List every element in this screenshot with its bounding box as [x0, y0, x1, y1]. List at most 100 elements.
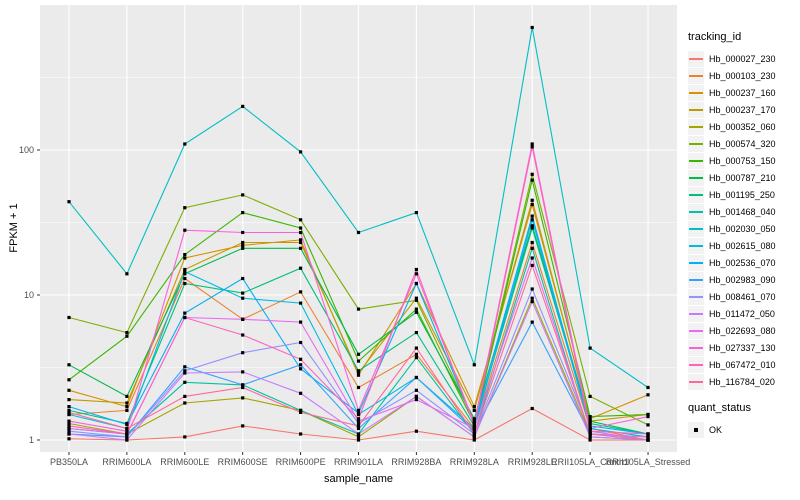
legend-item-Hb_027337_130: Hb_027337_130 — [688, 339, 798, 356]
legend-key-swatch — [688, 203, 704, 220]
legend-item-label: Hb_011472_050 — [709, 308, 775, 319]
legend-item-label: Hb_002983_090 — [709, 274, 776, 285]
legend-key-swatch — [688, 254, 704, 271]
legend-item-Hb_008461_070: Hb_008461_070 — [688, 288, 798, 305]
legend-key-swatch — [688, 135, 704, 152]
legend-line-icon — [689, 346, 703, 349]
legend-item-label: Hb_000352_060 — [709, 121, 776, 132]
legend-item-Hb_000574_320: Hb_000574_320 — [688, 135, 798, 152]
legend-line-icon — [689, 159, 703, 162]
legend-quant-title: quant_status — [688, 402, 751, 414]
svg-text:RRIM600PE: RRIM600PE — [276, 457, 326, 467]
legend-line-icon — [689, 380, 703, 383]
legend-item-Hb_011472_050: Hb_011472_050 — [688, 305, 798, 322]
legend-key-swatch — [688, 186, 704, 203]
legend-line-icon — [689, 108, 703, 111]
legend-key-swatch — [688, 152, 704, 169]
legend-item-Hb_002983_090: Hb_002983_090 — [688, 271, 798, 288]
legend-line-icon — [689, 74, 703, 77]
legend-item-label: Hb_008461_070 — [709, 291, 776, 302]
legend-key-swatch — [688, 220, 704, 237]
legend-item-label: Hb_002615_080 — [709, 240, 776, 251]
legend-key-swatch — [688, 50, 704, 67]
legend-item-label: Hb_002030_050 — [709, 223, 776, 234]
y-axis-title: FPKM + 1 — [8, 203, 20, 253]
legend-item-Hb_002030_050: Hb_002030_050 — [688, 220, 798, 237]
legend-line-icon — [689, 193, 703, 196]
legend-line-icon — [689, 227, 703, 230]
legend-key-swatch — [688, 84, 704, 101]
legend-key-swatch — [688, 339, 704, 356]
legend-line-icon — [689, 329, 703, 332]
y-axis-labels: 1 10 100 — [19, 145, 34, 445]
legend-line-icon — [689, 244, 703, 247]
legend-item-label: Hb_067472_010 — [709, 359, 776, 370]
svg-text:RRIM600LA: RRIM600LA — [102, 457, 151, 467]
legend-tracking-title: tracking_id — [688, 31, 742, 43]
legend-key-swatch — [688, 237, 704, 254]
svg-text:RRII105LA_Control: RRII105LA_Control — [551, 457, 629, 467]
legend-item-Hb_002536_070: Hb_002536_070 — [688, 254, 798, 271]
legend-key-swatch — [688, 305, 704, 322]
legend-item-Hb_116784_020: Hb_116784_020 — [688, 373, 798, 390]
legend-line-icon — [689, 295, 703, 298]
legend-line-icon — [689, 261, 703, 264]
legend-item-label: Hb_000787_210 — [709, 172, 776, 183]
legend-quant-block: quant_status OK — [688, 402, 798, 438]
legend-key-swatch — [688, 288, 704, 305]
legend-item-label: Hb_000103_230 — [709, 70, 776, 81]
legend-item-label: Hb_000753_150 — [709, 155, 776, 166]
legend-item-label: Hb_001195_250 — [709, 189, 775, 200]
legend-key-swatch — [688, 373, 704, 390]
legend-line-icon — [689, 91, 703, 94]
svg-text:1: 1 — [29, 435, 34, 445]
svg-text:PB350LA: PB350LA — [50, 457, 88, 467]
svg-text:100: 100 — [19, 145, 34, 155]
legend-item-Hb_000352_060: Hb_000352_060 — [688, 118, 798, 135]
quant-ok-label: OK — [709, 424, 723, 435]
legend-item-Hb_001468_040: Hb_001468_040 — [688, 203, 798, 220]
quant-ok-key — [688, 421, 704, 438]
legend-item-Hb_001195_250: Hb_001195_250 — [688, 186, 798, 203]
legend-key-swatch — [688, 271, 704, 288]
legend-item-Hb_000787_210: Hb_000787_210 — [688, 169, 798, 186]
legend-item-label: Hb_000237_160 — [709, 87, 776, 98]
legend-item-label: Hb_116784_020 — [709, 376, 775, 387]
legend: tracking_id Hb_000027_230 Hb_000103_230 Hb… — [688, 31, 798, 438]
legend-line-icon — [689, 278, 703, 281]
x-axis-labels: PB350LA RRIM600LA RRIM600LE RRIM600SE RRIM60… — [50, 457, 690, 467]
legend-item-Hb_000237_170: Hb_000237_170 — [688, 101, 798, 118]
legend-item-label: Hb_000237_170 — [709, 104, 776, 115]
svg-text:10: 10 — [24, 290, 34, 300]
legend-key-swatch — [688, 67, 704, 84]
legend-item-Hb_067472_010: Hb_067472_010 — [688, 356, 798, 373]
legend-line-icon — [689, 210, 703, 213]
legend-item-Hb_000027_230: Hb_000027_230 — [688, 50, 798, 67]
legend-key-swatch — [688, 101, 704, 118]
legend-item-label: Hb_027337_130 — [709, 342, 776, 353]
legend-key-swatch — [688, 169, 704, 186]
svg-text:RRIM928LE: RRIM928LE — [508, 457, 557, 467]
legend-line-icon — [689, 363, 703, 366]
svg-text:RRII105LA_Stressed: RRII105LA_Stressed — [606, 457, 691, 467]
legend-item-Hb_022693_080: Hb_022693_080 — [688, 322, 798, 339]
legend-item-label: Hb_001468_040 — [709, 206, 776, 217]
legend-line-icon — [689, 125, 703, 128]
svg-text:RRIM928LA: RRIM928LA — [450, 457, 499, 467]
legend-line-icon — [689, 57, 703, 60]
legend-item-label: Hb_000574_320 — [709, 138, 776, 149]
svg-text:RRIM928BA: RRIM928BA — [391, 457, 441, 467]
legend-quant-item-ok: OK — [688, 421, 798, 438]
legend-item-label: Hb_002536_070 — [709, 257, 776, 268]
legend-item-Hb_002615_080: Hb_002615_080 — [688, 237, 798, 254]
legend-item-label: Hb_022693_080 — [709, 325, 776, 336]
legend-key-swatch — [688, 322, 704, 339]
svg-text:RRIM600SE: RRIM600SE — [218, 457, 268, 467]
legend-key-swatch — [688, 356, 704, 373]
legend-line-icon — [689, 176, 703, 179]
svg-text:RRIM901LA: RRIM901LA — [334, 457, 383, 467]
x-axis-title: sample_name — [323, 473, 394, 485]
legend-line-icon — [689, 312, 703, 315]
square-point-icon — [694, 427, 698, 432]
